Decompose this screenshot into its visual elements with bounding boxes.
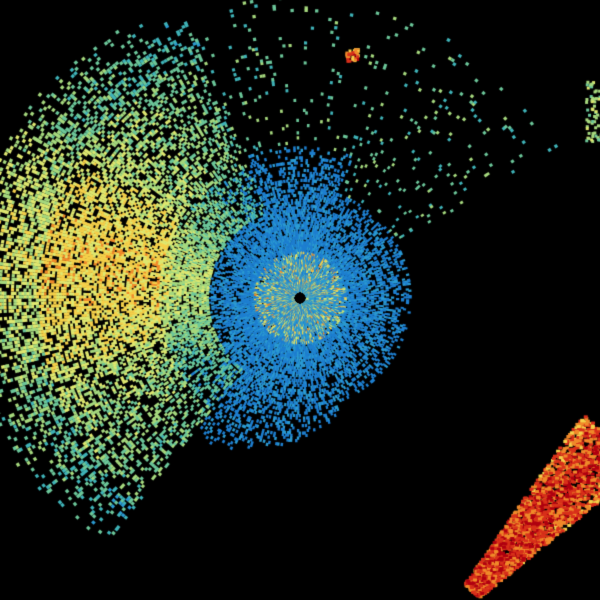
radar-site-marker <box>295 294 304 303</box>
